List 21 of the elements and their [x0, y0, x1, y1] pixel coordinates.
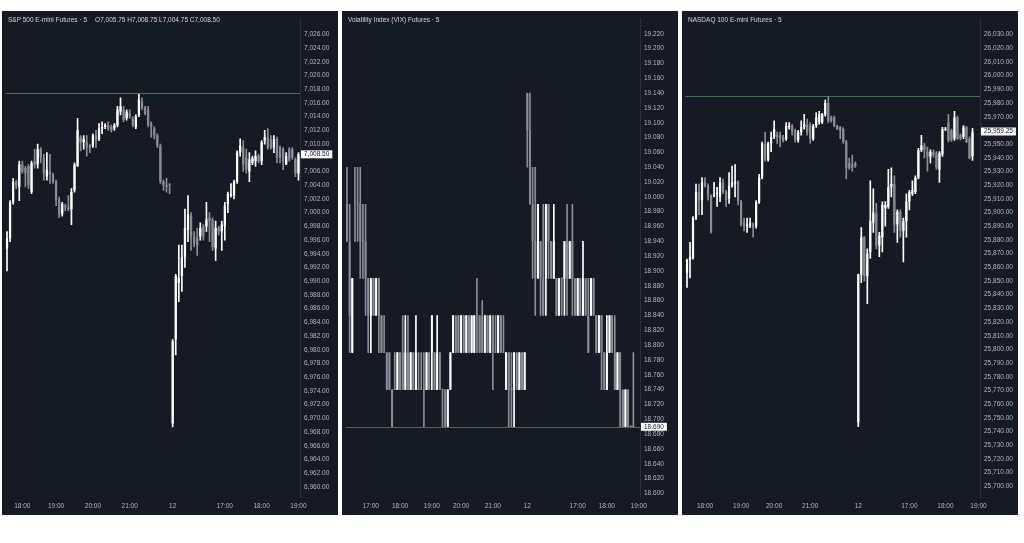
candlestick	[425, 352, 428, 391]
candlestick	[962, 125, 965, 139]
candlestick	[521, 352, 523, 391]
candlestick	[165, 178, 168, 193]
candlestick	[518, 352, 521, 391]
candlestick	[396, 352, 399, 391]
candlestick	[462, 315, 465, 353]
candlestick	[616, 352, 619, 391]
candlestick	[33, 148, 36, 169]
candlestick	[486, 315, 489, 353]
candlestick	[433, 352, 436, 391]
candlestick	[935, 151, 938, 170]
candlestick	[351, 278, 354, 353]
candlestick	[523, 352, 526, 391]
candlestick	[457, 315, 460, 353]
candlestick	[956, 115, 959, 140]
candlestick	[470, 315, 473, 353]
candlestick	[953, 110, 956, 141]
candlestick	[460, 315, 462, 353]
candlestick	[428, 352, 431, 391]
candlestick	[589, 278, 592, 316]
